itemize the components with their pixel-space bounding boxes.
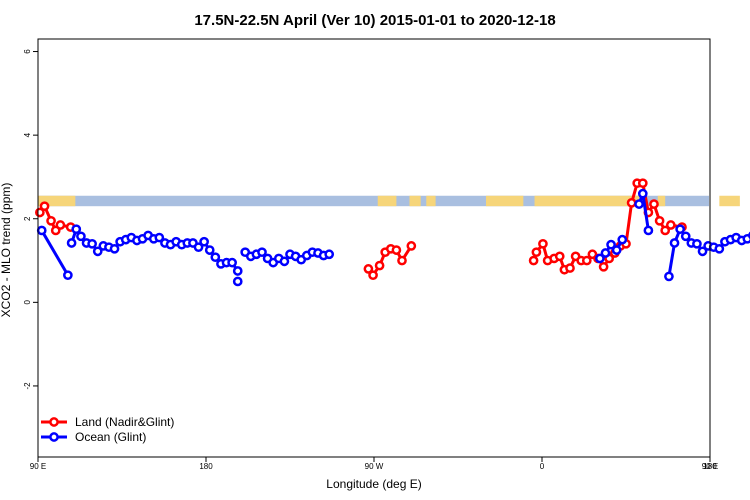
land-mask-4 [486,195,524,207]
x-tick-label: 180 [199,462,213,471]
land-mask-1 [377,195,397,207]
data-point [637,178,648,189]
data-point [368,270,378,281]
y-tick-label: 0 [23,300,32,305]
data-point [554,251,565,262]
data-point [654,215,665,226]
data-point [87,238,97,249]
data-point [606,239,616,250]
data-point [92,246,103,257]
y-tick-label: 6 [23,49,32,54]
data-point [36,225,47,236]
y-tick-label: -2 [23,382,32,390]
data-point [154,232,165,243]
data-point [39,201,50,212]
data-point [374,260,385,271]
series-land [35,178,687,281]
data-point [46,215,56,226]
data-point [692,238,702,249]
x-tick-label: 180 [703,462,717,471]
data-point [680,231,691,242]
legend-marker [49,432,59,442]
data-point [595,253,605,264]
data-point [406,241,417,251]
data-point [391,245,402,255]
data-point [397,255,407,266]
data-point [279,256,290,267]
series-ocean [36,188,750,287]
data-point [71,224,82,235]
data-point [669,238,680,248]
data-point [611,245,622,255]
data-point [581,255,592,266]
x-tick-label: 90 E [702,462,718,471]
x-axis-label: Longitude (deg E) [326,477,421,491]
series-line [40,229,70,276]
data-point [643,225,654,236]
data-point [714,243,725,254]
data-point [675,224,685,235]
legend-marker [49,417,59,427]
data-point [697,246,708,257]
data-point [649,199,659,209]
legend: Land (Nadir&Glint)Ocean (Glint) [41,415,174,444]
data-point [637,188,648,199]
data-point [232,276,243,287]
data-point [227,257,237,268]
x-tick-label: 90 W [365,462,384,471]
ocean-mask-band [39,195,709,207]
legend-label: Land (Nadir&Glint) [75,415,174,429]
data-point [634,199,644,209]
land-mask-0 [38,195,76,207]
data-point [626,198,637,208]
data-point [363,264,374,274]
data-point [66,238,77,248]
series-layer [35,178,750,287]
data-point [598,261,609,272]
land-ocean-mask [38,195,740,207]
y-axis-label: XCO2 - MLO trend (ppm) [0,183,13,318]
y-axis: -2 0 2 4 6 [23,49,38,390]
data-point [55,220,66,230]
land-mask-6 [657,195,666,207]
data-point [232,266,243,276]
data-point [204,245,215,255]
data-point [617,234,628,245]
data-point [257,247,267,258]
data-point [528,255,539,266]
data-point [76,231,86,242]
data-point [664,271,674,282]
data-point [199,236,209,247]
land-mask-5 [534,195,640,207]
data-point [193,242,204,253]
data-point [109,243,120,254]
data-point [63,270,73,281]
data-point [531,247,542,258]
data-point [324,249,335,260]
y-tick-label: 4 [23,132,32,137]
land-mask-2 [409,195,421,207]
y-tick-label: 2 [23,216,32,221]
land-mask-7 [719,195,740,207]
data-point [538,238,548,249]
data-point [660,225,671,236]
data-point [600,248,611,258]
land-mask-3 [426,195,436,207]
data-point [210,252,221,263]
data-point [565,263,575,273]
chart-title: 17.5N-22.5N April (Ver 10) 2015-01-01 to… [194,12,555,29]
x-tick-label: 0 [540,462,545,471]
data-point [665,220,676,230]
x-tick-label: 90 E [30,462,46,471]
legend-label: Ocean (Glint) [75,430,146,444]
